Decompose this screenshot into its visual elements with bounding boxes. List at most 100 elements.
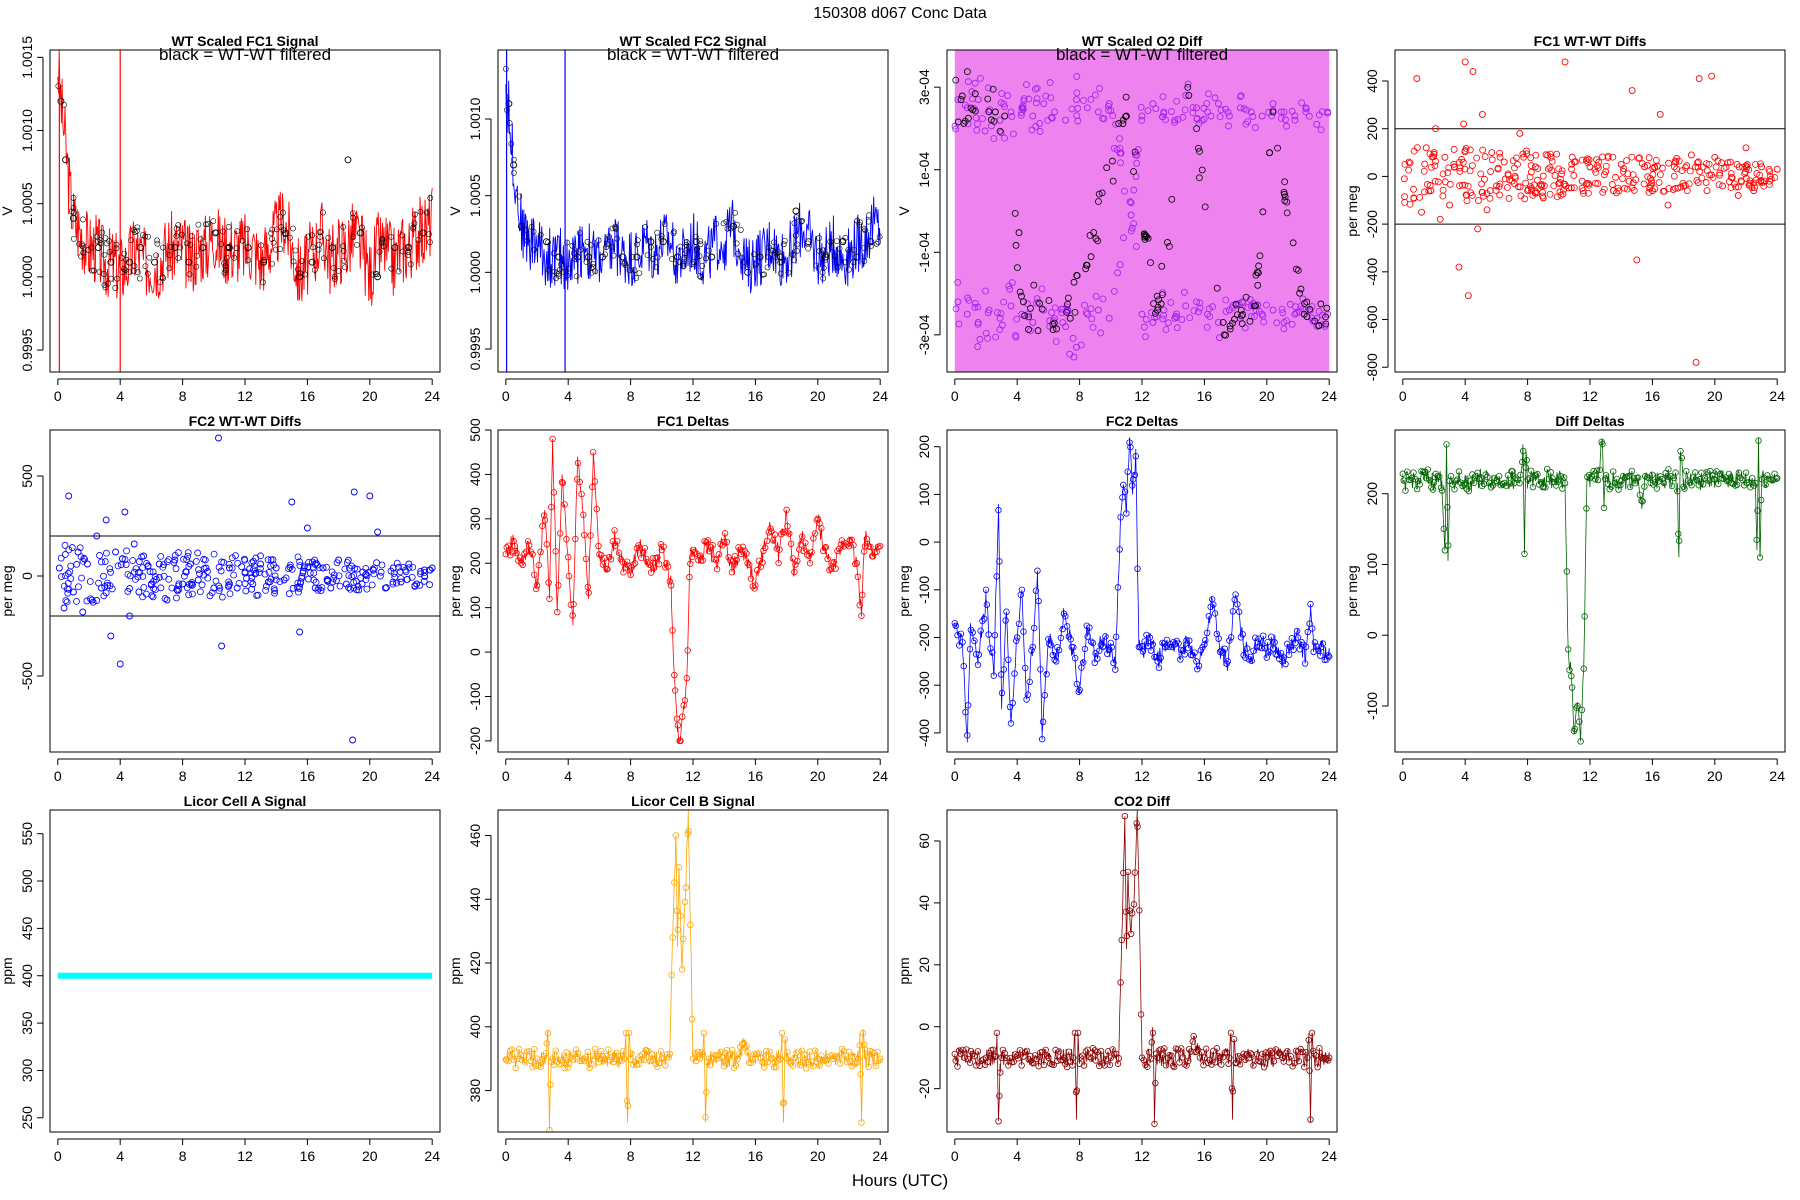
series-point xyxy=(1701,475,1709,482)
series-point xyxy=(1252,634,1259,641)
series-point xyxy=(505,542,512,549)
series-point xyxy=(1127,211,1135,219)
series-point xyxy=(1038,305,1046,313)
series-point xyxy=(974,1048,982,1055)
series-point xyxy=(131,263,138,269)
series-point xyxy=(1665,185,1673,192)
series-point xyxy=(1042,1046,1049,1054)
series-point xyxy=(1058,309,1066,317)
series-point xyxy=(1261,644,1269,652)
series-point xyxy=(1561,58,1569,66)
y-tick-label: 1.0010 xyxy=(19,109,35,152)
series-point xyxy=(1493,477,1500,485)
series-point xyxy=(1258,644,1265,652)
series-point xyxy=(393,579,400,587)
series-point xyxy=(673,715,681,722)
series-point xyxy=(165,556,173,564)
series-point xyxy=(784,1048,791,1056)
series-point xyxy=(996,558,1003,565)
plot-frame xyxy=(946,429,1338,753)
plot-frame xyxy=(1394,49,1786,373)
series-point xyxy=(272,246,279,253)
series-point xyxy=(383,584,390,591)
series-point xyxy=(654,229,661,236)
series-point xyxy=(834,547,841,555)
x-tick-label: 4 xyxy=(116,768,124,784)
series-point xyxy=(1302,108,1310,116)
series-point xyxy=(794,557,801,565)
series-point xyxy=(776,1056,783,1063)
series-point xyxy=(771,531,779,538)
series-point xyxy=(1553,150,1561,158)
series-point xyxy=(549,435,556,443)
plot-area xyxy=(951,810,1333,1128)
series-point xyxy=(419,229,427,237)
series-point xyxy=(705,548,713,555)
series-point xyxy=(998,1054,1005,1061)
series-point xyxy=(374,528,382,536)
x-tick-label: 12 xyxy=(237,768,253,784)
series-point xyxy=(1082,1048,1090,1055)
series-point xyxy=(1027,327,1034,335)
series-point xyxy=(974,343,982,350)
y-axis-label: per meg xyxy=(896,565,912,616)
series-point xyxy=(1029,1059,1036,1066)
series-point xyxy=(1548,157,1556,165)
series-point xyxy=(532,585,540,593)
series-point xyxy=(759,271,766,278)
series-point xyxy=(1280,188,1288,196)
series-point xyxy=(1624,170,1632,178)
series-point xyxy=(1268,1049,1276,1057)
series-point xyxy=(997,671,1005,678)
series-point xyxy=(975,651,983,658)
series-point xyxy=(1004,92,1011,99)
series-point xyxy=(142,263,149,270)
series-point xyxy=(329,578,337,586)
series-point xyxy=(1762,481,1769,488)
series-point xyxy=(1066,314,1074,322)
series-point xyxy=(233,245,240,252)
series-point xyxy=(1090,229,1098,236)
series-point xyxy=(1194,665,1201,673)
series-point xyxy=(86,578,94,585)
series-point xyxy=(507,1047,514,1055)
y-tick-label: 300 xyxy=(19,1059,35,1083)
series-point xyxy=(362,571,369,579)
series-point xyxy=(1029,319,1037,326)
series-point xyxy=(842,259,849,266)
series-point xyxy=(380,243,387,250)
series-point xyxy=(1250,647,1257,655)
series-point xyxy=(816,235,822,241)
series-point xyxy=(1737,177,1745,185)
y-tick-label: 0.9995 xyxy=(467,327,483,370)
series-point xyxy=(1456,182,1463,190)
series-point xyxy=(1062,613,1069,620)
series-point xyxy=(1752,479,1759,487)
series-point xyxy=(335,572,343,580)
series-point xyxy=(1186,314,1194,322)
series-point xyxy=(1130,220,1137,228)
series-point xyxy=(1534,470,1541,478)
series-point xyxy=(1529,191,1537,199)
series-point xyxy=(1684,477,1692,484)
series-point xyxy=(588,269,595,276)
series-point xyxy=(87,595,94,603)
series-point xyxy=(163,596,171,604)
series-point xyxy=(995,1118,1002,1125)
series-point xyxy=(1725,470,1733,478)
series-point xyxy=(1672,469,1679,476)
series-point xyxy=(1599,153,1606,161)
series-point xyxy=(341,565,349,573)
series-point xyxy=(773,254,780,261)
series-point xyxy=(1757,160,1764,168)
series-point xyxy=(614,537,621,545)
series-point xyxy=(1182,302,1190,310)
series-point xyxy=(136,275,143,282)
series-point xyxy=(1702,179,1710,186)
series-point xyxy=(1154,658,1161,665)
series-point xyxy=(706,1061,714,1069)
series-point xyxy=(1089,1045,1097,1052)
series-point xyxy=(1551,172,1559,179)
series-point xyxy=(615,549,623,556)
series-point xyxy=(311,556,319,564)
